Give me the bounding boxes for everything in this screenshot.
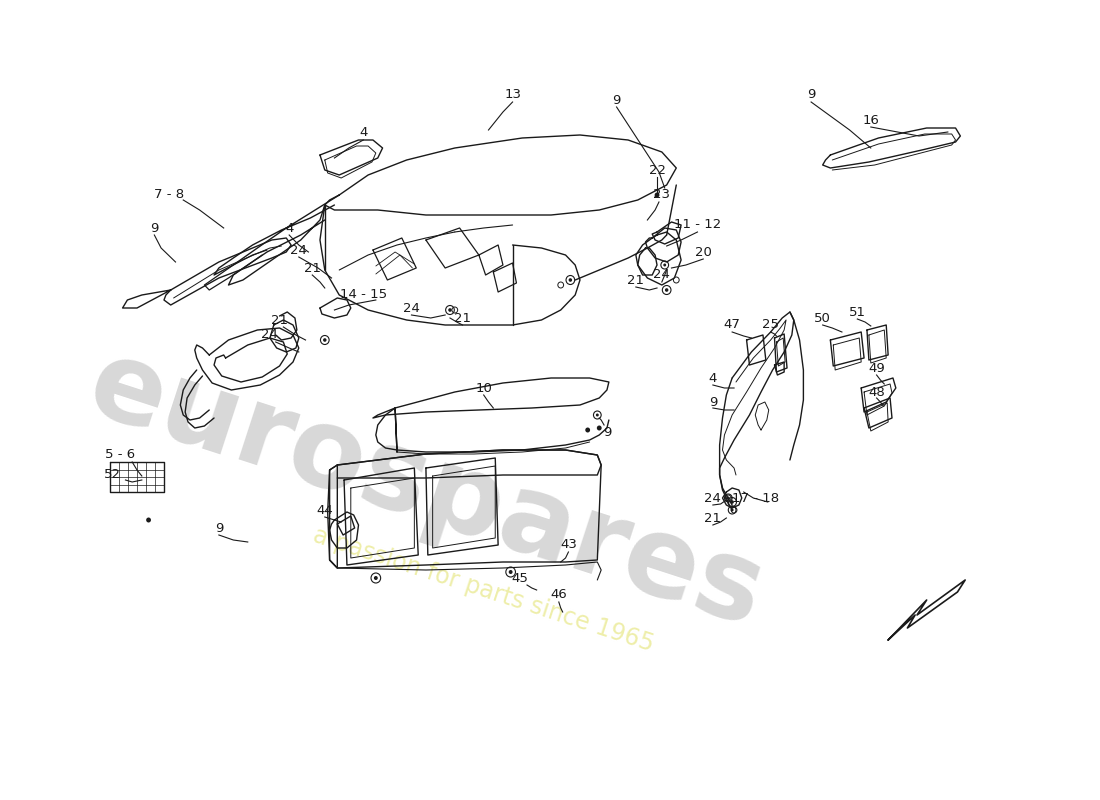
Circle shape: [374, 576, 377, 580]
Text: 25: 25: [762, 318, 779, 331]
Text: 43: 43: [560, 538, 576, 551]
Text: 9: 9: [613, 94, 620, 106]
Circle shape: [597, 426, 602, 430]
Text: 10: 10: [475, 382, 492, 394]
Text: 21: 21: [454, 311, 471, 325]
Text: 17 - 18: 17 - 18: [732, 491, 779, 505]
Text: 14 - 15: 14 - 15: [340, 289, 387, 302]
Text: 9: 9: [603, 426, 612, 438]
Text: eurospares: eurospares: [75, 330, 777, 650]
Text: 24: 24: [290, 243, 307, 257]
Circle shape: [569, 278, 572, 282]
Circle shape: [585, 427, 590, 433]
Text: 21: 21: [304, 262, 321, 274]
Text: 13: 13: [504, 89, 521, 102]
Text: 24: 24: [403, 302, 420, 314]
Circle shape: [730, 500, 734, 504]
Text: 20: 20: [695, 246, 712, 258]
Text: 9: 9: [151, 222, 158, 234]
Text: 21: 21: [627, 274, 645, 286]
Circle shape: [596, 414, 598, 417]
Text: 22: 22: [649, 163, 666, 177]
Text: 21: 21: [704, 511, 722, 525]
Text: a passion for parts since 1965: a passion for parts since 1965: [310, 523, 657, 657]
Text: 9: 9: [708, 395, 717, 409]
Text: 50: 50: [814, 311, 832, 325]
Text: 4: 4: [285, 222, 294, 234]
Circle shape: [664, 288, 669, 292]
Circle shape: [654, 193, 659, 198]
Text: 47: 47: [724, 318, 740, 331]
Text: 7 - 8: 7 - 8: [154, 189, 184, 202]
Circle shape: [323, 338, 327, 342]
Text: 51: 51: [849, 306, 866, 318]
Text: 24: 24: [262, 329, 278, 342]
Text: 44: 44: [317, 503, 333, 517]
Circle shape: [146, 518, 151, 522]
Text: 23: 23: [653, 189, 670, 202]
Circle shape: [727, 497, 729, 499]
Text: 16: 16: [862, 114, 879, 126]
Text: 46: 46: [550, 589, 568, 602]
Text: 5 - 6: 5 - 6: [104, 449, 134, 462]
Text: 21: 21: [271, 314, 288, 326]
Text: 9: 9: [807, 89, 815, 102]
Text: 24: 24: [704, 491, 722, 505]
Circle shape: [730, 509, 734, 511]
Text: 4: 4: [359, 126, 367, 139]
Text: 11 - 12: 11 - 12: [674, 218, 722, 231]
Text: 24: 24: [653, 269, 670, 282]
Circle shape: [508, 570, 513, 574]
Circle shape: [663, 263, 667, 266]
Circle shape: [448, 308, 452, 312]
Text: 4: 4: [708, 371, 717, 385]
Text: 49: 49: [868, 362, 886, 374]
Text: 9: 9: [214, 522, 223, 534]
Text: 48: 48: [868, 386, 886, 398]
Text: 52: 52: [104, 469, 121, 482]
Text: 45: 45: [512, 571, 529, 585]
